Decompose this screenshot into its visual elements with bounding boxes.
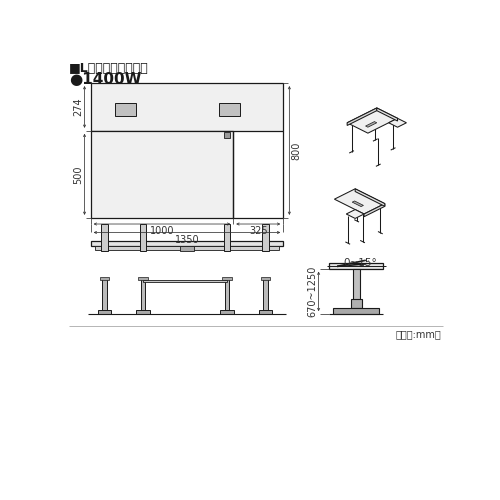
Bar bbox=[218, 102, 240, 116]
Bar bbox=[138, 277, 147, 280]
Text: （単位:mm）: （単位:mm） bbox=[396, 330, 441, 340]
Bar bbox=[220, 310, 234, 314]
Text: 670~1250: 670~1250 bbox=[307, 266, 317, 317]
Bar bbox=[262, 224, 268, 251]
Bar bbox=[351, 298, 362, 308]
Polygon shape bbox=[377, 108, 398, 121]
Text: 0~15°: 0~15° bbox=[344, 258, 377, 268]
Bar bbox=[224, 278, 230, 310]
Bar bbox=[102, 224, 107, 251]
Polygon shape bbox=[347, 108, 398, 133]
Bar bbox=[224, 132, 230, 138]
Bar bbox=[330, 264, 384, 268]
Polygon shape bbox=[352, 201, 364, 206]
Bar bbox=[136, 310, 150, 314]
Polygon shape bbox=[346, 210, 364, 218]
Bar bbox=[180, 246, 194, 251]
Bar bbox=[333, 308, 380, 314]
Bar bbox=[141, 278, 146, 310]
Bar bbox=[143, 280, 227, 282]
Polygon shape bbox=[388, 118, 406, 127]
Text: 325: 325 bbox=[249, 226, 268, 236]
Bar bbox=[102, 278, 107, 310]
Text: ■L型水平天板タイプ: ■L型水平天板タイプ bbox=[69, 62, 149, 76]
Bar bbox=[98, 310, 112, 314]
Text: ●1400W: ●1400W bbox=[69, 72, 142, 88]
Bar bbox=[114, 102, 136, 116]
Polygon shape bbox=[355, 189, 385, 206]
Polygon shape bbox=[347, 108, 377, 126]
Text: 500: 500 bbox=[73, 165, 83, 184]
Polygon shape bbox=[334, 189, 385, 214]
Bar bbox=[100, 277, 109, 280]
Bar bbox=[263, 278, 268, 310]
Bar bbox=[261, 277, 270, 280]
Bar bbox=[90, 241, 283, 246]
Bar bbox=[222, 277, 232, 280]
Bar bbox=[90, 83, 283, 131]
Text: 800: 800 bbox=[291, 142, 301, 160]
Polygon shape bbox=[364, 204, 385, 216]
Bar bbox=[352, 268, 360, 302]
Text: 274: 274 bbox=[73, 98, 83, 116]
Bar bbox=[140, 224, 146, 251]
Polygon shape bbox=[366, 122, 377, 127]
Bar bbox=[90, 131, 234, 218]
Bar bbox=[94, 246, 280, 250]
Bar bbox=[258, 310, 272, 314]
Text: 1350: 1350 bbox=[174, 235, 200, 245]
Text: 1000: 1000 bbox=[150, 226, 174, 236]
Bar bbox=[224, 224, 230, 251]
